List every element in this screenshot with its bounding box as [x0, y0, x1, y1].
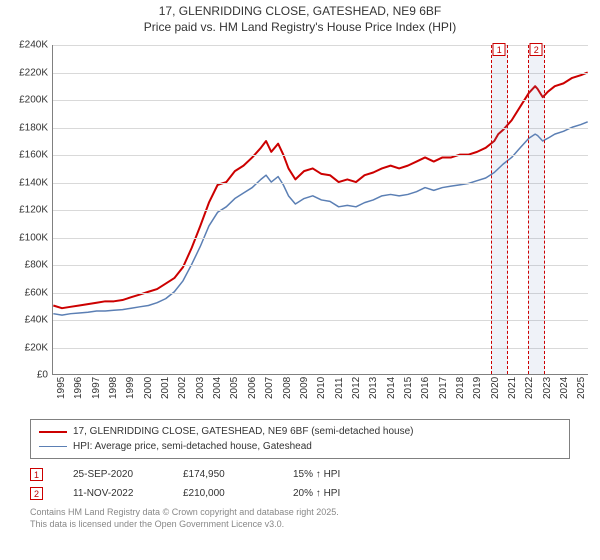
x-tick-label: 2010: [316, 377, 327, 399]
event-band-0: [491, 45, 508, 374]
x-tick-label: 1996: [73, 377, 84, 399]
x-tick-label: 2011: [334, 378, 345, 400]
event-row-1: 2 11-NOV-2022 £210,000 20% ↑ HPI: [30, 484, 570, 503]
x-tick-label: 1998: [108, 377, 119, 399]
x-tick-label: 2024: [559, 377, 570, 399]
y-tick-label: £180K: [0, 122, 48, 133]
y-tick-label: £240K: [0, 40, 48, 51]
legend-row-1: HPI: Average price, semi-detached house,…: [39, 439, 561, 454]
footer-attribution: Contains HM Land Registry data © Crown c…: [30, 507, 570, 530]
y-tick-label: £100K: [0, 232, 48, 243]
event-row-0: 1 25-SEP-2020 £174,950 15% ↑ HPI: [30, 465, 570, 484]
y-tick-label: £60K: [0, 287, 48, 298]
x-tick-label: 2016: [420, 377, 431, 399]
x-tick-label: 1995: [56, 377, 67, 399]
x-tick-label: 2019: [472, 377, 483, 399]
x-tick-label: 2017: [438, 377, 449, 399]
x-tick-label: 2014: [386, 377, 397, 399]
event-table: 1 25-SEP-2020 £174,950 15% ↑ HPI 2 11-NO…: [30, 465, 570, 503]
legend-label-1: HPI: Average price, semi-detached house,…: [73, 439, 312, 454]
title-line-2: Price paid vs. HM Land Registry's House …: [0, 20, 600, 36]
y-tick-label: £20K: [0, 342, 48, 353]
x-tick-label: 2002: [177, 377, 188, 399]
x-tick-label: 2013: [368, 377, 379, 399]
x-tick-label: 2000: [143, 377, 154, 399]
x-tick-label: 2003: [195, 377, 206, 399]
legend-box: 17, GLENRIDDING CLOSE, GATESHEAD, NE9 6B…: [30, 419, 570, 459]
x-tick-label: 2025: [576, 377, 587, 399]
event-marker-0: 1: [493, 43, 506, 56]
x-tick-label: 2021: [507, 377, 518, 399]
x-tick-label: 2012: [351, 377, 362, 399]
legend-swatch-0: [39, 431, 67, 433]
event-price-1: £210,000: [183, 488, 263, 499]
x-tick-label: 2008: [282, 377, 293, 399]
x-tick-label: 1997: [91, 377, 102, 399]
x-tick-label: 1999: [125, 377, 136, 399]
footer-line-1: Contains HM Land Registry data © Crown c…: [30, 507, 570, 519]
y-tick-label: £0: [0, 370, 48, 381]
y-tick-label: £160K: [0, 150, 48, 161]
event-marker-box-1: 2: [30, 487, 43, 500]
x-tick-label: 2015: [403, 377, 414, 399]
legend-swatch-1: [39, 446, 67, 447]
title-line-1: 17, GLENRIDDING CLOSE, GATESHEAD, NE9 6B…: [0, 4, 600, 20]
x-tick-label: 2009: [299, 377, 310, 399]
y-tick-label: £80K: [0, 260, 48, 271]
legend-label-0: 17, GLENRIDDING CLOSE, GATESHEAD, NE9 6B…: [73, 424, 414, 439]
chart-title-block: 17, GLENRIDDING CLOSE, GATESHEAD, NE9 6B…: [0, 0, 600, 37]
y-tick-label: £220K: [0, 67, 48, 78]
x-tick-label: 2007: [264, 377, 275, 399]
event-marker-box-0: 1: [30, 468, 43, 481]
event-delta-0: 15% ↑ HPI: [293, 469, 373, 480]
footer-line-2: This data is licensed under the Open Gov…: [30, 519, 570, 531]
y-tick-label: £200K: [0, 95, 48, 106]
y-tick-label: £140K: [0, 177, 48, 188]
event-date-0: 25-SEP-2020: [73, 469, 153, 480]
x-tick-label: 2005: [229, 377, 240, 399]
x-tick-label: 2006: [247, 377, 258, 399]
event-date-1: 11-NOV-2022: [73, 488, 153, 499]
legend-row-0: 17, GLENRIDDING CLOSE, GATESHEAD, NE9 6B…: [39, 424, 561, 439]
x-tick-label: 2023: [542, 377, 553, 399]
y-tick-label: £120K: [0, 205, 48, 216]
x-tick-label: 2022: [524, 377, 535, 399]
x-tick-label: 2018: [455, 377, 466, 399]
x-tick-label: 2004: [212, 377, 223, 399]
plot-area: 12: [52, 45, 588, 375]
event-marker-1: 2: [530, 43, 543, 56]
chart-area: 12 £0£20K£40K£60K£80K£100K£120K£140K£160…: [0, 37, 600, 417]
x-tick-label: 2001: [160, 377, 171, 399]
event-band-1: [528, 45, 545, 374]
event-price-0: £174,950: [183, 469, 263, 480]
event-delta-1: 20% ↑ HPI: [293, 488, 373, 499]
y-tick-label: £40K: [0, 315, 48, 326]
x-tick-label: 2020: [490, 377, 501, 399]
